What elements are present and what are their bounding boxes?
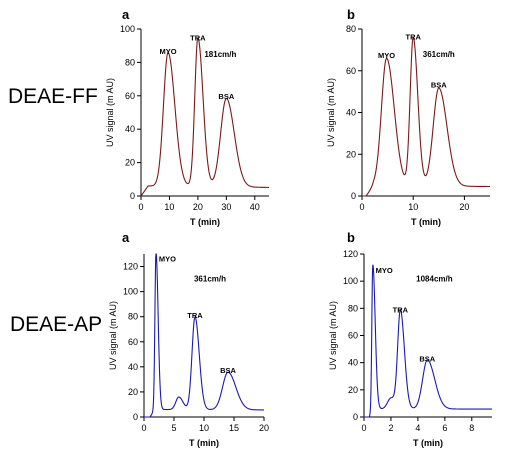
peak-label-myo: MYO (159, 255, 176, 264)
panel-letter: a (122, 7, 130, 22)
x-axis-label: T (min) (189, 438, 219, 448)
peak-label-myo: MYO (159, 47, 176, 56)
y-tick-label: 60 (348, 331, 358, 341)
y-tick-label: 0 (130, 191, 135, 201)
y-tick-label: 80 (125, 57, 135, 67)
y-tick-label: 60 (125, 91, 135, 101)
flow-velocity-label: 1084cm/h (416, 275, 453, 284)
y-tick-label: 0 (133, 412, 138, 422)
peak-label-tra: TRA (190, 34, 206, 43)
y-tick-label: 20 (348, 385, 358, 395)
y-axis-label: UV signal (m AU) (105, 78, 115, 147)
x-axis-label: T (min) (411, 217, 441, 227)
x-tick-label: 10 (408, 202, 418, 212)
y-tick-label: 20 (128, 387, 138, 397)
peak-label-tra: TRA (393, 305, 409, 314)
y-tick-label: 120 (123, 262, 138, 272)
flow-velocity-label: 361cm/h (423, 50, 455, 59)
x-tick-label: 15 (229, 423, 239, 433)
chart-panel-3: a 0 5 10 15 20 0 20 40 60 80 100 120 T (min) UV signal… (108, 230, 269, 448)
y-axis-label: UV signal (m AU) (326, 78, 336, 147)
row-label-deae-ap: DEAE-AP (10, 313, 103, 336)
y-axis-label: UV signal (m AU) (108, 301, 118, 370)
peak-label-bsa: BSA (220, 366, 236, 375)
peak-label-myo: MYO (376, 266, 393, 275)
y-tick-label: 20 (346, 149, 356, 159)
x-tick-label: 20 (459, 202, 469, 212)
y-tick-label: 80 (128, 312, 138, 322)
series-line (362, 36, 490, 197)
y-tick-label: 20 (125, 158, 135, 168)
x-axis-label: T (min) (413, 438, 443, 448)
panel-letter: b (347, 230, 355, 245)
y-tick-label: 100 (120, 24, 135, 34)
x-tick-label: 0 (138, 202, 143, 212)
peak-label-bsa: BSA (419, 354, 435, 363)
peak-label-tra: TRA (187, 311, 203, 320)
y-tick-label: 60 (346, 66, 356, 76)
x-tick-label: 20 (193, 202, 203, 212)
x-tick-label: 30 (221, 202, 231, 212)
x-tick-label: 10 (199, 423, 209, 433)
peak-label-bsa: BSA (431, 80, 447, 89)
chart-panel-1: a 0 10 20 30 40 0 20 40 60 80 100 T (min) UV signal (… (105, 7, 269, 227)
x-tick-label: 10 (164, 202, 174, 212)
y-tick-label: 80 (348, 303, 358, 313)
panel-letter: a (122, 230, 130, 245)
y-tick-label: 40 (346, 108, 356, 118)
flow-velocity-label: 361cm/h (194, 275, 226, 284)
y-tick-label: 40 (125, 124, 135, 134)
panel-letter: b (347, 7, 355, 22)
x-tick-label: 6 (442, 423, 447, 433)
x-tick-label: 0 (141, 423, 146, 433)
peak-label-tra: TRA (405, 32, 421, 41)
series-line (140, 37, 269, 197)
y-tick-label: 80 (346, 24, 356, 34)
x-tick-label: 40 (250, 202, 260, 212)
x-tick-label: 4 (415, 423, 420, 433)
x-tick-label: 5 (171, 423, 176, 433)
y-tick-label: 100 (343, 276, 358, 286)
y-tick-label: 40 (128, 362, 138, 372)
series-line (144, 253, 264, 418)
x-tick-label: 2 (388, 423, 393, 433)
y-tick-label: 100 (123, 287, 138, 297)
flow-velocity-label: 181cm/h (204, 50, 236, 59)
y-tick-label: 120 (343, 249, 358, 259)
peak-label-bsa: BSA (218, 92, 234, 101)
series-line (364, 264, 492, 418)
y-axis-label: UV signal (m AU) (328, 301, 338, 370)
y-tick-label: 0 (351, 191, 356, 201)
x-tick-label: 8 (469, 423, 474, 433)
peak-label-myo: MYO (378, 51, 395, 60)
x-tick-label: 0 (359, 202, 364, 212)
y-tick-label: 60 (128, 337, 138, 347)
chart-panel-2: b 0 10 20 0 20 40 60 80 T (min) UV signal (m AU) MY… (326, 7, 490, 227)
x-tick-label: 0 (361, 423, 366, 433)
x-tick-label: 20 (259, 423, 269, 433)
y-tick-label: 40 (348, 358, 358, 368)
y-tick-label: 0 (353, 412, 358, 422)
x-axis-label: T (min) (190, 217, 220, 227)
row-label-deae-ff: DEAE-FF (8, 85, 98, 108)
